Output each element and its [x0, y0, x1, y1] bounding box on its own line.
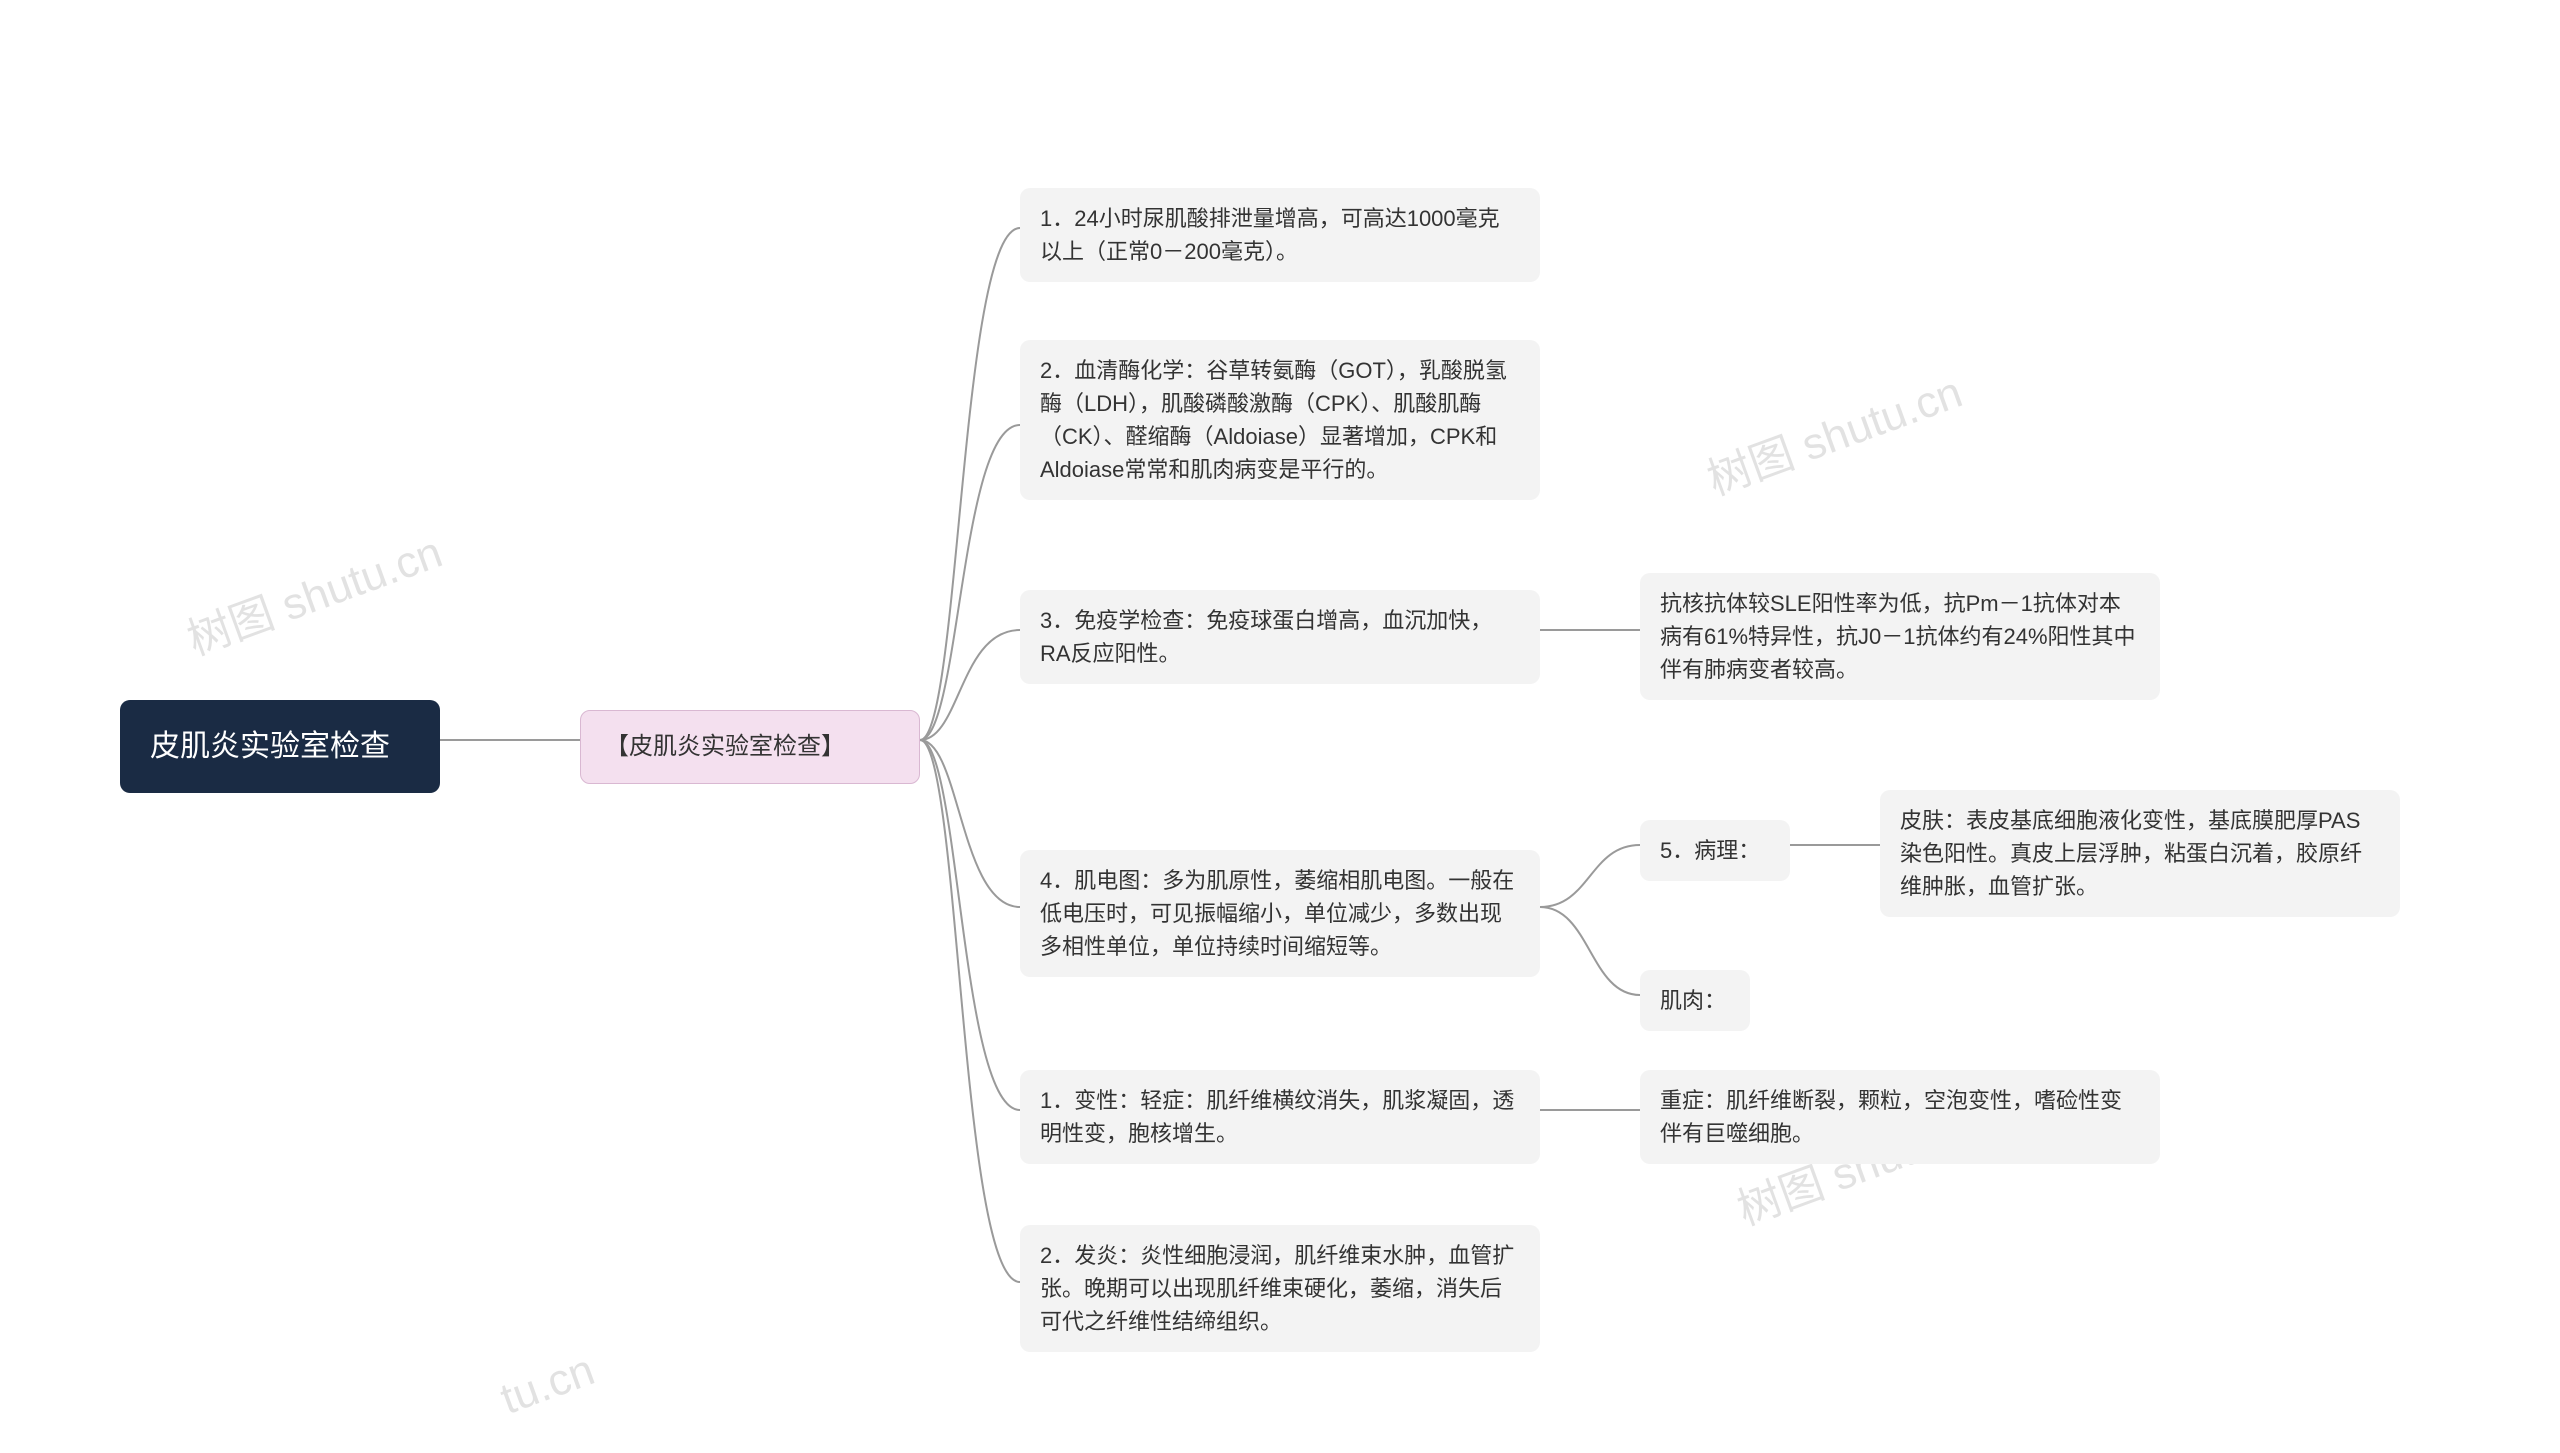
mindmap-root: 皮肌炎实验室检查	[120, 700, 440, 793]
mindmap-node-n6: 2．发炎：炎性细胞浸润，肌纤维束水肿，血管扩张。晚期可以出现肌纤维束硬化，萎缩，…	[1020, 1225, 1540, 1352]
mindmap-node-n5: 1．变性：轻症：肌纤维横纹消失，肌浆凝固，透明性变，胞核增生。	[1020, 1070, 1540, 1164]
watermark: 树图 shutu.cn	[1697, 356, 1969, 507]
mindmap-node-n4b: 肌肉：	[1640, 970, 1750, 1031]
mindmap-node-n3a: 抗核抗体较SLE阳性率为低，抗Pm－1抗体对本病有61%特异性，抗J0－1抗体约…	[1640, 573, 2160, 700]
mindmap-node-n4a: 5．病理：	[1640, 820, 1790, 881]
watermark: tu.cn	[494, 1345, 601, 1425]
mindmap-node-n4a1: 皮肤：表皮基底细胞液化变性，基底膜肥厚PAS染色阳性。真皮上层浮肿，粘蛋白沉着，…	[1880, 790, 2400, 917]
mindmap-node-n2: 2．血清酶化学：谷草转氨酶（GOT），乳酸脱氢酶（LDH），肌酸磷酸激酶（CPK…	[1020, 340, 1540, 500]
mindmap-node-n3: 3．免疫学检查：免疫球蛋白增高，血沉加快，RA反应阳性。	[1020, 590, 1540, 684]
mindmap-node-n4: 4．肌电图：多为肌原性，萎缩相肌电图。一般在低电压时，可见振幅缩小，单位减少，多…	[1020, 850, 1540, 977]
mindmap-l1: 【皮肌炎实验室检查】	[580, 710, 920, 784]
watermark: 树图 shutu.cn	[177, 516, 449, 667]
mindmap-node-n1: 1．24小时尿肌酸排泄量增高，可高达1000毫克以上（正常0－200毫克）。	[1020, 188, 1540, 282]
mindmap-node-n5a: 重症：肌纤维断裂，颗粒，空泡变性，嗜硷性变伴有巨噬细胞。	[1640, 1070, 2160, 1164]
